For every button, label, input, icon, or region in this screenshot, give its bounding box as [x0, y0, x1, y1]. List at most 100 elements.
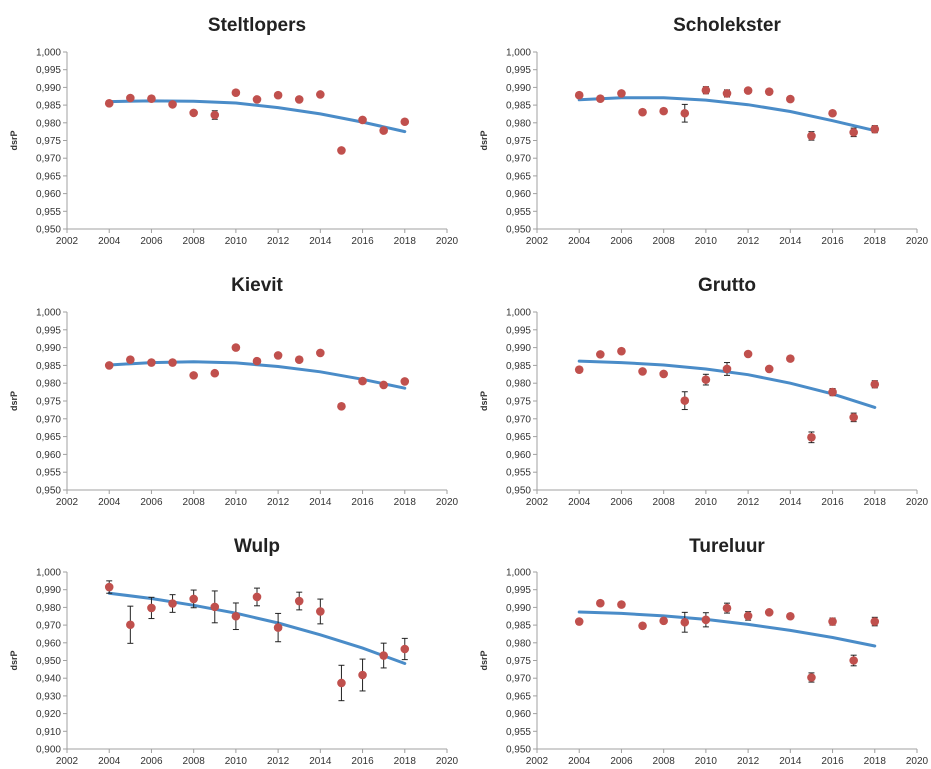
y-tick-label: 0,985: [506, 621, 531, 632]
x-tick-label: 2018: [394, 756, 417, 767]
x-tick-label: 2004: [98, 497, 121, 508]
data-point: [273, 351, 283, 360]
data-point: [617, 346, 626, 356]
chart-title: Tureluur: [689, 536, 765, 557]
y-tick-label: 0,980: [36, 379, 61, 390]
data-point: [596, 598, 605, 608]
x-tick-label: 2014: [309, 236, 332, 247]
x-tick-label: 2016: [821, 236, 844, 247]
x-tick-label: 2012: [737, 236, 760, 247]
y-tick-label: 0,955: [36, 207, 61, 218]
x-tick-label: 2002: [56, 756, 79, 767]
data-point: [849, 413, 858, 422]
data-point: [701, 375, 711, 384]
x-tick-label: 2020: [906, 497, 929, 508]
data-point: [104, 99, 114, 108]
x-tick-label: 2010: [225, 497, 248, 508]
data-point: [189, 108, 198, 118]
chart-4: Wulp dsrP 0,900 0,910 0,920 0,930 0,940 0,950 0,…: [9, 536, 459, 767]
y-tick-label: 0,970: [36, 414, 61, 425]
y-tick-label: 0,975: [506, 397, 531, 408]
x-tick-label: 2004: [568, 236, 591, 247]
data-point: [680, 396, 690, 405]
y-tick-label: 0,985: [36, 361, 61, 372]
y-tick-label: 1,000: [36, 48, 61, 59]
y-tick-label: 0,965: [506, 171, 531, 182]
data-point: [574, 90, 584, 100]
y-tick-label: 0,955: [506, 207, 531, 218]
data-point: [828, 617, 837, 626]
x-tick-label: 2016: [351, 236, 374, 247]
y-axis-label: dsrP: [479, 650, 489, 670]
y-axis-label: dsrP: [9, 391, 19, 411]
x-tick-label: 2006: [140, 497, 163, 508]
y-tick-label: 0,980: [506, 379, 531, 390]
y-tick-label: 0,960: [36, 638, 61, 649]
chart-title: Kievit: [231, 275, 283, 296]
data-point: [743, 86, 753, 95]
data-point: [126, 93, 135, 103]
data-point: [400, 377, 410, 386]
data-point: [210, 368, 220, 378]
x-tick-label: 2006: [610, 497, 633, 508]
y-tick-label: 0,995: [506, 585, 531, 596]
data-point: [828, 387, 837, 397]
chart-title: Wulp: [234, 536, 280, 557]
data-point: [316, 90, 325, 99]
x-tick-label: 2014: [779, 756, 802, 767]
data-point: [358, 670, 367, 680]
data-point: [231, 611, 241, 621]
data-point: [870, 617, 880, 626]
chart-0: Steltlopers dsrP 0,950 0,955 0,960 0,965 0,970…: [9, 15, 459, 247]
data-point: [659, 369, 668, 379]
data-point: [379, 126, 388, 135]
y-tick-label: 0,955: [506, 468, 531, 479]
x-tick-label: 2020: [906, 756, 929, 767]
x-tick-label: 2006: [140, 756, 163, 767]
x-tick-label: 2010: [695, 756, 718, 767]
x-tick-label: 2020: [436, 756, 459, 767]
data-point: [231, 88, 241, 98]
x-tick-label: 2018: [864, 236, 887, 247]
y-tick-label: 0,940: [36, 674, 61, 685]
y-tick-label: 0,950: [506, 225, 531, 236]
data-point: [722, 364, 732, 374]
x-tick-label: 2012: [737, 497, 760, 508]
data-point: [358, 376, 367, 386]
x-tick-label: 2018: [864, 497, 887, 508]
y-axis-label: dsrP: [479, 130, 489, 150]
x-tick-label: 2006: [610, 756, 633, 767]
y-tick-label: 0,965: [506, 691, 531, 702]
data-point: [849, 656, 858, 665]
x-tick-label: 2010: [695, 236, 718, 247]
y-tick-label: 0,970: [36, 154, 61, 165]
y-tick-label: 0,965: [506, 432, 531, 443]
data-point: [379, 651, 388, 660]
data-point: [870, 379, 880, 389]
y-tick-label: 0,985: [506, 101, 531, 112]
data-point: [337, 146, 346, 155]
data-point: [189, 371, 198, 380]
y-tick-label: 1,000: [506, 308, 531, 319]
y-tick-label: 0,950: [36, 225, 61, 236]
data-point: [764, 608, 774, 617]
trend-line: [577, 96, 877, 133]
x-tick-label: 2018: [394, 497, 417, 508]
x-tick-label: 2004: [568, 497, 591, 508]
x-tick-label: 2014: [309, 497, 332, 508]
y-tick-label: 0,910: [36, 727, 61, 738]
y-tick-label: 0,990: [36, 343, 61, 354]
data-point: [764, 364, 774, 374]
data-point: [147, 358, 156, 367]
trend-line: [107, 591, 407, 665]
x-tick-label: 2008: [183, 236, 206, 247]
y-tick-label: 0,995: [36, 325, 61, 336]
data-point: [574, 617, 584, 626]
data-point: [168, 599, 177, 608]
y-tick-label: 0,950: [506, 486, 531, 497]
y-tick-label: 0,995: [36, 65, 61, 76]
data-point: [722, 603, 732, 613]
data-point: [337, 678, 346, 688]
y-tick-label: 0,930: [36, 691, 61, 702]
data-point: [294, 95, 304, 104]
